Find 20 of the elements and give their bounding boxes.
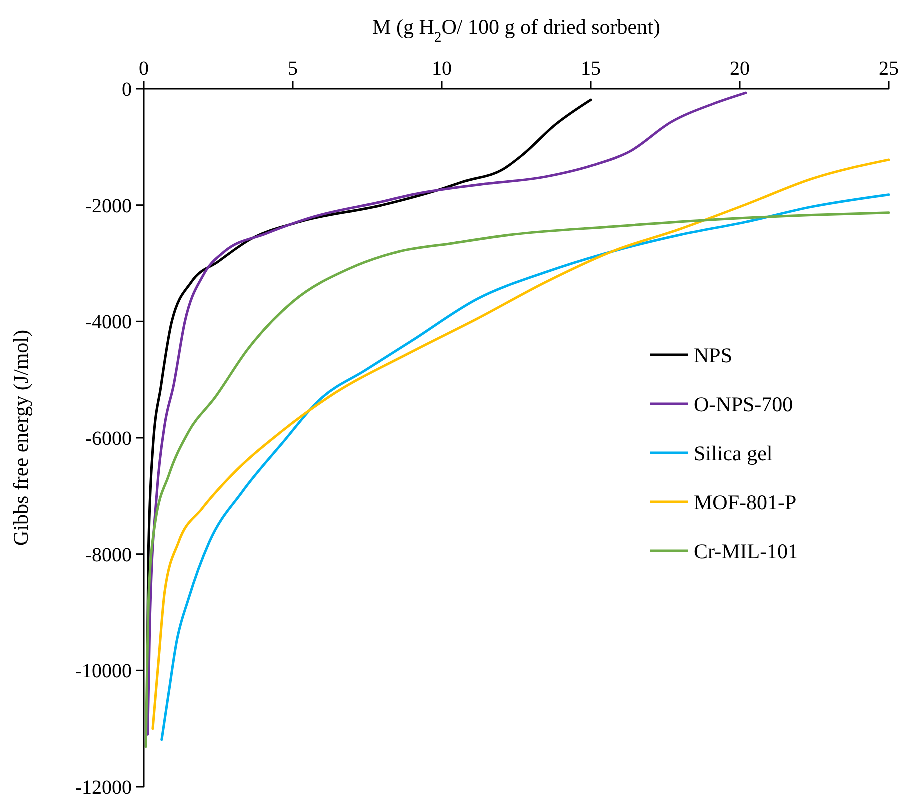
legend-label: MOF-801-P [694,490,797,514]
y-tick-label: -6000 [85,428,132,450]
y-tick-label: -2000 [85,195,132,218]
legend-label: NPS [694,343,733,368]
x-axis-title: M (g H$_{2}$O/ 100 g of dried sorbent) [372,15,660,46]
x-tick-label: 5 [288,58,298,80]
y-tick-label: -8000 [85,544,132,566]
y-tick-label: -10000 [75,660,132,683]
x-tick-label: 25 [879,58,899,80]
x-tick-label: 15 [581,58,601,80]
legend-label: O-NPS-700 [694,392,794,416]
y-axis-title: Gibbs free energy (J/mol) [9,330,33,546]
x-tick-label: 10 [432,58,452,80]
y-tick-label: -12000 [75,777,132,799]
y-tick-label: 0 [122,79,132,101]
legend-label: Cr-MIL-101 [694,539,799,564]
x-tick-label: 0 [139,58,149,80]
y-tick-label: -4000 [85,312,132,334]
x-tick-label: 20 [730,58,750,80]
legend-label: Silica gel [694,441,773,466]
